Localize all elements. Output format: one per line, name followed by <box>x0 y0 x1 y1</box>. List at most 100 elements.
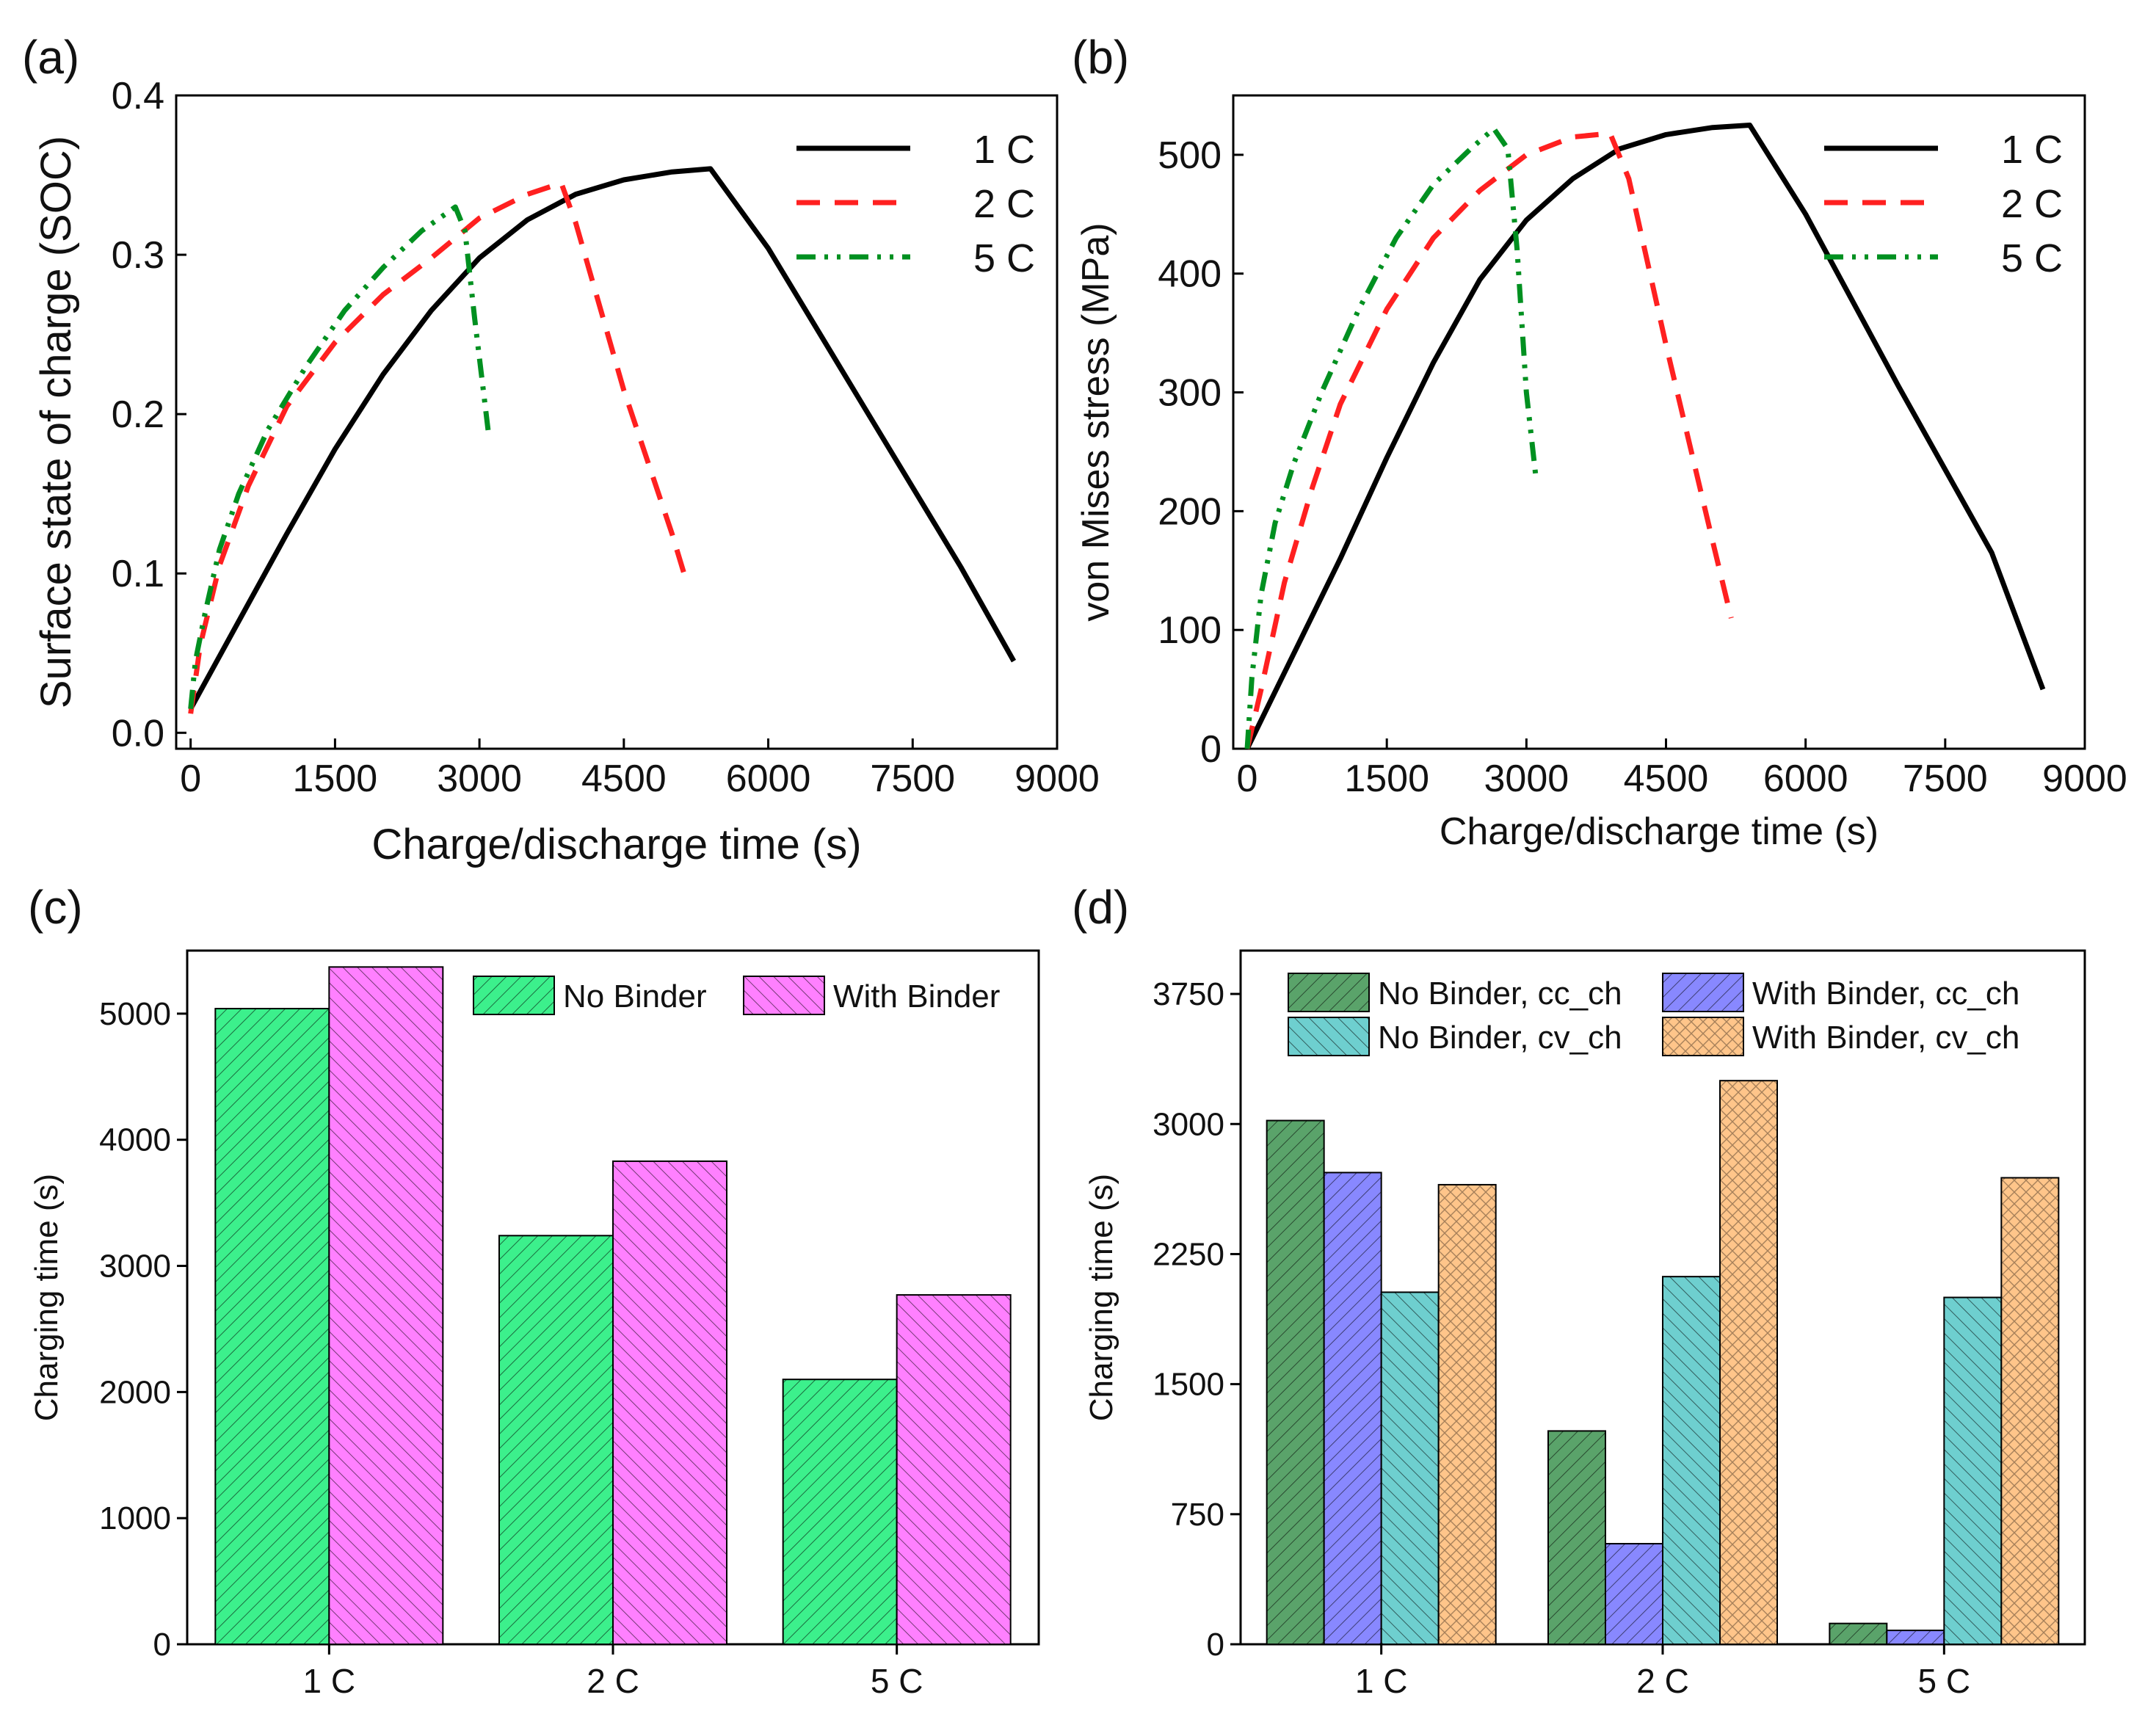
x-tick-label: 6000 <box>726 758 811 800</box>
y-tick-label: 750 <box>1171 1497 1224 1533</box>
bar-hatch <box>1829 1623 1887 1644</box>
y-axis-label: Charging time (s) <box>29 1174 65 1421</box>
panel-label-b: (b) <box>1072 31 1129 84</box>
y-tick-label: 3000 <box>99 1249 171 1285</box>
x-tick-label: 4500 <box>1624 758 1709 800</box>
x-tick-label: 2 C <box>587 1662 639 1700</box>
y-tick-label: 1500 <box>1153 1367 1224 1403</box>
bar-hatch <box>499 1235 613 1644</box>
y-tick-label: 500 <box>1158 134 1222 177</box>
y-axis-label: von Mises stress (MPa) <box>1075 222 1117 621</box>
legend-label: No Binder <box>563 978 707 1014</box>
x-tick-label: 1 C <box>303 1662 356 1700</box>
y-tick-label: 1000 <box>99 1500 171 1536</box>
y-axis-label: Charging time (s) <box>1084 1174 1119 1421</box>
legend-label: No Binder, cc_ch <box>1378 976 1622 1012</box>
y-tick-label: 0.1 <box>112 553 164 595</box>
bar-hatch <box>1548 1431 1605 1644</box>
x-tick-label: 1500 <box>293 758 378 800</box>
legend-label: No Binder, cv_ch <box>1378 1020 1622 1056</box>
x-tick-label: 3000 <box>1484 758 1569 800</box>
x-tick-label: 2 C <box>1636 1662 1689 1700</box>
legend-swatch-hatch <box>473 976 554 1014</box>
series-line-2c <box>188 180 689 714</box>
x-tick-label: 4500 <box>581 758 667 800</box>
legend-label: With Binder <box>833 978 1000 1014</box>
legend-swatch-hatch <box>1288 1017 1369 1056</box>
x-tick-label: 0 <box>1237 758 1258 800</box>
legend-label: 1 C <box>2001 128 2063 172</box>
x-tick-label: 7500 <box>1903 758 1988 800</box>
x-tick-label: 9000 <box>2042 758 2127 800</box>
legend-label: 1 C <box>973 128 1035 172</box>
bar-hatch <box>1266 1120 1324 1644</box>
bar-hatch <box>215 1009 330 1644</box>
x-tick-label: 0 <box>180 758 201 800</box>
x-axis-label: Charge/discharge time (s) <box>1440 810 1879 853</box>
bar-hatch <box>1605 1543 1663 1644</box>
x-tick-label: 9000 <box>1015 758 1100 800</box>
y-tick-label: 300 <box>1158 372 1222 415</box>
plot-frame <box>175 94 1059 750</box>
y-tick-label: 0.0 <box>112 712 164 755</box>
y-tick-label: 0 <box>153 1627 171 1663</box>
legend-label: 5 C <box>973 236 1035 280</box>
bar-hatch <box>613 1161 727 1644</box>
y-tick-label: 4000 <box>99 1122 171 1158</box>
x-tick-label: 1 C <box>1355 1662 1408 1700</box>
x-axis-label: Charge/discharge time (s) <box>371 821 861 868</box>
bar-hatch <box>1381 1292 1439 1644</box>
bar-hatch <box>783 1379 897 1644</box>
x-tick-label: 6000 <box>1763 758 1848 800</box>
bar-hatch <box>1438 1184 1496 1644</box>
legend-label: With Binder, cc_ch <box>1752 976 2019 1012</box>
bar-hatch <box>1944 1297 2002 1644</box>
legend-label: With Binder, cv_ch <box>1752 1020 2019 1056</box>
chart-c: 0 1000 2000 3000 4000 5000 Charging time (s) 1 … <box>29 949 1040 1700</box>
series-line-1c <box>188 166 1017 711</box>
y-tick-label: 2250 <box>1153 1236 1224 1272</box>
bar-hatch <box>1324 1172 1382 1644</box>
y-tick-label: 0 <box>1207 1627 1224 1663</box>
bar-hatch <box>329 967 443 1644</box>
legend-label: 2 C <box>2001 182 2063 226</box>
plot-frame <box>1232 94 2086 750</box>
x-tick-label: 5 C <box>871 1662 923 1700</box>
chart-b: 0 1500 3000 4500 6000 7500 9000 0 100 200 300 400 50… <box>1075 94 2127 853</box>
legend-label: 5 C <box>2001 236 2063 280</box>
y-tick-label: 3000 <box>1153 1106 1224 1142</box>
y-tick-label: 0.2 <box>112 393 164 436</box>
legend-label: 2 C <box>973 182 1035 226</box>
chart-d: 0 750 1500 2250 3000 3750 Charging time (s) 1 C… <box>1084 949 2086 1700</box>
panel-label-d: (d) <box>1072 881 1129 934</box>
bar-hatch <box>896 1295 1011 1644</box>
legend-swatch-hatch <box>744 976 824 1014</box>
y-tick-label: 200 <box>1158 490 1222 533</box>
series-line-1c <box>1244 123 2046 750</box>
series-line-5c <box>188 204 492 710</box>
panel-label-c: (c) <box>28 881 83 934</box>
chart-a: 0 1500 3000 4500 6000 7500 9000 0.0 0.1 0.2 0.3 0.4… <box>32 75 1100 868</box>
y-tick-label: 0.4 <box>112 75 164 117</box>
bar-hatch <box>1663 1277 1720 1644</box>
bar-hatch <box>1887 1630 1945 1644</box>
legend-swatch-hatch <box>1663 973 1743 1012</box>
series-line-5c <box>1244 126 1539 749</box>
x-tick-label: 3000 <box>437 758 522 800</box>
y-tick-label: 3750 <box>1153 976 1224 1012</box>
y-tick-label: 0.3 <box>112 234 164 277</box>
y-tick-label: 100 <box>1158 609 1222 652</box>
panel-label-a: (a) <box>22 31 79 84</box>
x-tick-label: 1500 <box>1344 758 1429 800</box>
bar-hatch <box>1720 1081 1777 1644</box>
y-tick-label: 5000 <box>99 996 171 1032</box>
bar-hatch <box>2001 1177 2059 1644</box>
x-tick-label: 7500 <box>870 758 955 800</box>
legend-swatch-hatch <box>1288 973 1369 1012</box>
series-line-2c <box>1244 131 1734 749</box>
y-tick-label: 2000 <box>99 1374 171 1410</box>
y-tick-label: 400 <box>1158 253 1222 296</box>
legend-swatch-hatch <box>1663 1017 1743 1056</box>
y-axis-label: Surface state of charge (SOC) <box>32 136 80 708</box>
